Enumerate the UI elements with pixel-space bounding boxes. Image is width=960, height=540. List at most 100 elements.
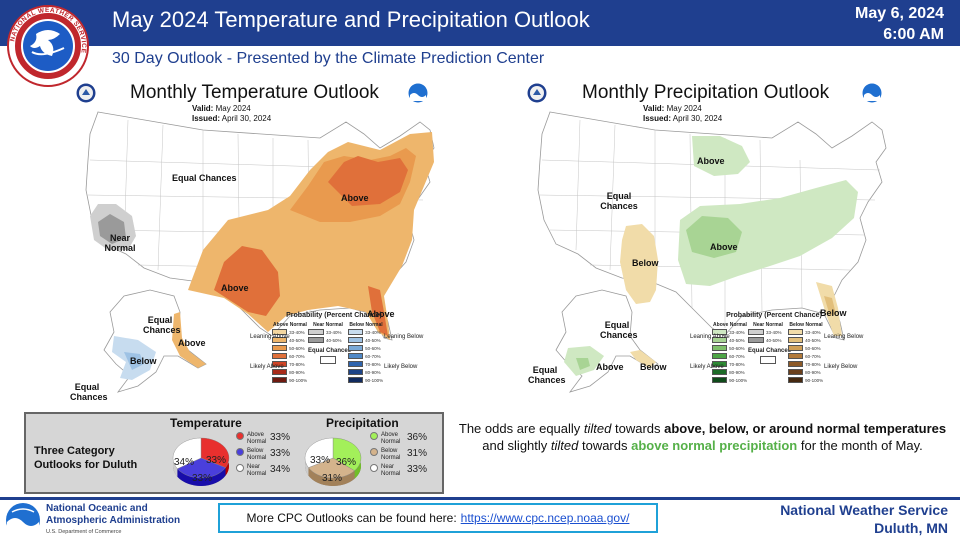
- temp-legend-below-swatches: 33-40% 40-50% 50-60% 60-70% 70-80% 80-90% 90-1…: [348, 328, 384, 384]
- temp-legend-above-swatch-label: 90-100%: [289, 377, 308, 383]
- outlook-summary: The odds are equally tilted towards abov…: [458, 421, 947, 453]
- temp-legend-above-swatch-label: 70-80%: [289, 361, 305, 367]
- precip-legend-below-swatch-row: 50-60%: [788, 344, 824, 352]
- precip-above-dot: [370, 432, 378, 440]
- temp-legend-above-swatch: [272, 337, 288, 343]
- temp-legend-above-swatch: [272, 377, 288, 383]
- precip-legend-below-swatch-label: 80-90%: [805, 369, 821, 375]
- precip-legend-below-swatch-row: 40-50%: [788, 336, 824, 344]
- precip-legend-above-swatch-label: 90-100%: [729, 377, 748, 383]
- temp-legend-above-swatch: [272, 369, 288, 375]
- above-slice: [332, 437, 362, 471]
- temp-pie-below-pct: 33%: [192, 473, 213, 484]
- precip-legend-above-swatch-row: 50-60%: [712, 344, 748, 352]
- temp-legend-below-swatch: [348, 345, 364, 351]
- precip-legend-above-swatch: [712, 369, 728, 375]
- temp-legend-near-swatch-row: 33-40%: [308, 328, 348, 336]
- temp-legend-below-swatch-label: 90-100%: [365, 377, 384, 383]
- doc-name: U.S. Department of Commerce: [46, 529, 122, 535]
- precip-legend-col-near: Near Normal: [753, 322, 783, 328]
- precip-legend-near-swatch: [748, 329, 764, 335]
- precip-legend-near-swatch-row: 33-40%: [748, 328, 788, 336]
- temp-legend-below-swatch: [348, 369, 364, 375]
- precip-label-equal-chances-ak2: Equal Chances: [528, 365, 566, 385]
- temp-label-below-ak: Below: [130, 356, 157, 366]
- below-slice-side: [308, 467, 355, 486]
- precip-legend-below-swatch: [788, 361, 804, 367]
- temp-legend-below-swatch: [348, 377, 364, 383]
- precip-legend-above-swatches: 33-40% 40-50% 50-60% 60-70% 70-80% 80-90% 90-1…: [712, 328, 748, 384]
- temp-legend-above-swatch-label: 60-70%: [289, 353, 305, 359]
- temp-legend-near-swatch-label: 40-50%: [326, 337, 342, 343]
- precip-legend-below-swatch-label: 90-100%: [805, 377, 824, 383]
- precip-legend-title: Probability (Percent Chance): [726, 312, 822, 319]
- temp-label-equal-chances-west: Equal Chances: [172, 173, 237, 183]
- temp-legend-below-swatch-label: 70-80%: [365, 361, 381, 367]
- temp-label-near-normal: Near Normal: [104, 233, 136, 253]
- temp-label-above-florida: Above: [367, 309, 395, 319]
- precip-legend: Probability (Percent Chance) Above Norma…: [690, 312, 864, 384]
- temp-legend-title: Probability (Percent Chance): [286, 312, 382, 319]
- cpc-outlooks-link[interactable]: https://www.cpc.ncep.noaa.gov/: [460, 511, 630, 525]
- temp-legend-above-swatch: [272, 329, 288, 335]
- precip-label-below-ak: Below: [640, 362, 667, 372]
- page-subtitle: 30 Day Outlook - Presented by the Climat…: [112, 50, 545, 67]
- precip-legend-equal-chances: Equal Chances: [748, 348, 792, 354]
- temp-legend-above-swatch-label: 40-50%: [289, 337, 305, 343]
- precip-below-dot: [370, 448, 378, 456]
- precip-pie-above-pct: 36%: [336, 457, 357, 468]
- temp-legend-above-swatch-row: 70-80%: [272, 360, 308, 368]
- page-title: May 2024 Temperature and Precipitation O…: [112, 7, 590, 32]
- precip-legend-above-swatch: [712, 353, 728, 359]
- temp-legend-above-swatch-label: 33-40%: [289, 329, 305, 335]
- cpc-outlooks-text: More CPC Outlooks can be found here:: [246, 511, 457, 525]
- above-slice: [200, 437, 230, 468]
- temp-legend-above-swatch-row: 60-70%: [272, 352, 308, 360]
- precip-legend-likely-below: Likely Below: [824, 364, 858, 370]
- noaa-logo-icon: [6, 503, 40, 538]
- precip-legend-below-swatch-row: 33-40%: [788, 328, 824, 336]
- doc-seal-icon: [76, 83, 96, 103]
- precip-legend-leaning-below: Leaning Below: [824, 334, 864, 340]
- temp-legend-above-swatch: [272, 361, 288, 367]
- precip-legend-likely-above: Likely Above: [690, 364, 724, 370]
- temp-legend-below-swatch: [348, 353, 364, 359]
- temp-legend-above-swatch-row: 40-50%: [272, 336, 308, 344]
- precip-legend-below-swatch-label: 70-80%: [805, 361, 821, 367]
- temp-legend-above-swatch: [272, 345, 288, 351]
- temp-pie-above-pct: 33%: [206, 455, 227, 466]
- noaa-small-icon: [408, 83, 428, 103]
- temp-map-title: Monthly Temperature Outlook: [130, 82, 379, 103]
- precip-label-equal-chances-ak: Equal Chances: [600, 320, 638, 340]
- precip-legend-above-swatch: [712, 361, 728, 367]
- temp-above-dot: [236, 432, 244, 440]
- temp-legend-near-swatch-row: 40-50%: [308, 336, 348, 344]
- temp-near-dot: [236, 464, 244, 472]
- cpc-outlooks-box: More CPC Outlooks can be found here: htt…: [218, 503, 658, 533]
- temp-legend-likely-above: Likely Above: [250, 364, 284, 370]
- precip-legend-near-column: 33-40% 40-50% Equal Chances: [748, 328, 792, 384]
- precip-legend-near-swatch-label: 40-50%: [766, 337, 782, 343]
- issue-date: May 6, 2024: [855, 5, 944, 22]
- temp-legend-near-swatches: 33-40% 40-50%: [308, 328, 348, 344]
- temp-legend-leaning-below: Leaning Below: [384, 334, 424, 340]
- temp-legend-above-swatch-label: 80-90%: [289, 369, 305, 375]
- precip-legend-above-swatch: [712, 345, 728, 351]
- temp-legend-above-swatch-label: 50-60%: [289, 345, 305, 351]
- temp-legend-below-swatch-label: 50-60%: [365, 345, 381, 351]
- precip-legend-below-swatch: [788, 337, 804, 343]
- precip-legend-above-swatch-row: 60-70%: [712, 352, 748, 360]
- precip-legend-above-swatch: [712, 377, 728, 383]
- precip-legend-below-swatch-row: 60-70%: [788, 352, 824, 360]
- temp-legend-below-swatch-label: 33-40%: [365, 329, 381, 335]
- precip-legend-above-swatch-row: 33-40%: [712, 328, 748, 336]
- precip-legend-above-swatch-label: 70-80%: [729, 361, 745, 367]
- temp-label-equal-chances-ak2: Equal Chances: [70, 382, 108, 402]
- precip-legend-above-swatch-label: 60-70%: [729, 353, 745, 359]
- precip-outlook-map: [537, 111, 887, 393]
- precip-legend-below-swatch-row: 80-90%: [788, 368, 824, 376]
- precip-legend-below-swatch-label: 33-40%: [805, 329, 821, 335]
- temp-label-above-northeast: Above: [341, 193, 369, 203]
- precip-legend-above-swatch: [712, 329, 728, 335]
- precip-pie-near-pct: 33%: [310, 455, 331, 466]
